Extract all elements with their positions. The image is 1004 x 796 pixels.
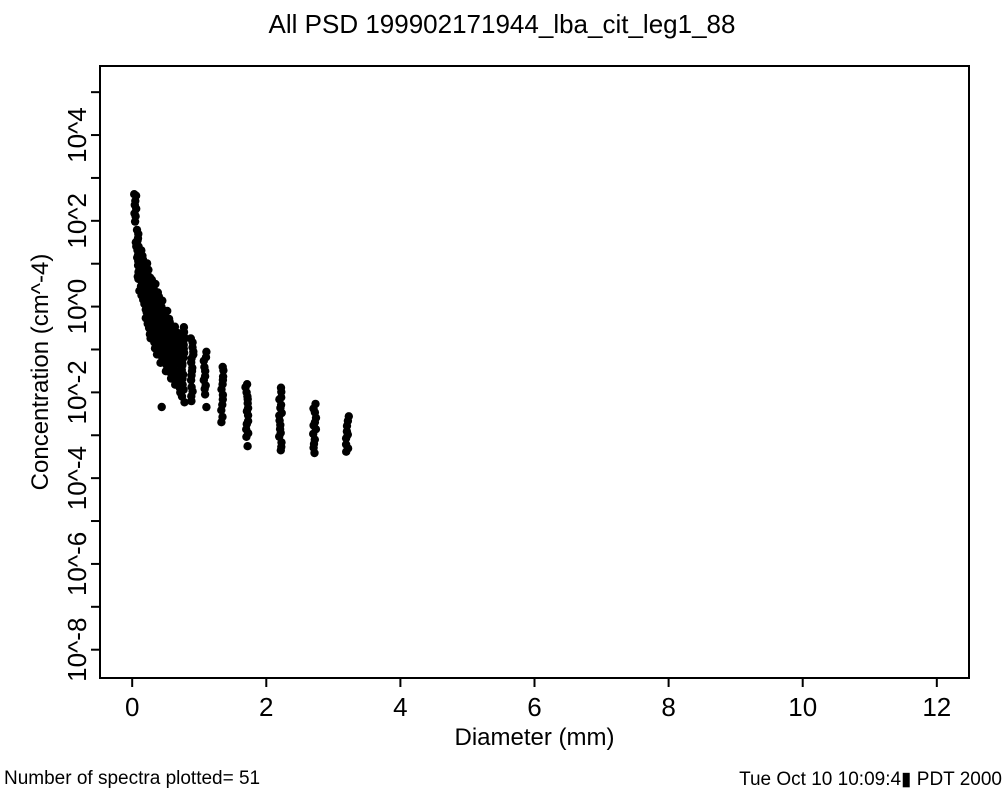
x-tick-label: 0 — [125, 692, 139, 722]
data-point — [180, 398, 189, 407]
x-tick-label: 8 — [661, 692, 675, 722]
y-tick-label: 10^-2 — [62, 360, 92, 424]
data-point — [178, 374, 187, 383]
data-point — [341, 434, 351, 443]
x-tick-label: 12 — [922, 692, 951, 722]
x-tick-label: 10 — [788, 692, 817, 722]
y-axis-title-text: Concentration (cm^-4) — [27, 253, 54, 491]
data-point — [200, 390, 210, 399]
data-point — [157, 402, 166, 412]
x-tick-label: 2 — [259, 692, 273, 722]
x-tick-label: 4 — [393, 692, 407, 722]
data-point — [130, 217, 140, 226]
timestamp-annotation: Tue Oct 10 10:09:4▮ PDT 2000 — [739, 769, 1002, 790]
x-axis-title: Diameter (mm) — [454, 724, 615, 751]
data-point — [242, 432, 251, 441]
spectra-count-annotation: Number of spectra plotted= 51 — [4, 768, 261, 789]
data-point — [199, 356, 208, 366]
data-point — [243, 442, 252, 451]
data-point — [217, 418, 226, 427]
data-point — [243, 411, 253, 420]
y-tick-label: 10^2 — [62, 193, 92, 249]
data-point — [160, 334, 169, 344]
y-tick-label: 10^4 — [62, 107, 92, 163]
data-point — [342, 447, 351, 456]
plot-frame — [99, 65, 970, 679]
data-point — [219, 366, 228, 375]
data-point — [158, 296, 167, 305]
x-tick-label: 6 — [527, 692, 541, 722]
y-tick-label: 10^-6 — [62, 532, 92, 596]
data-point — [202, 402, 211, 412]
data-point — [310, 448, 319, 458]
data-point — [187, 396, 196, 406]
chart-title: All PSD 199902171944_lba_cit_leg1_88 — [268, 9, 736, 39]
data-point — [276, 446, 285, 455]
data-point — [217, 406, 226, 415]
data-point — [179, 385, 188, 394]
y-tick-label: 10^-4 — [62, 446, 92, 510]
y-tick-label: 10^-8 — [62, 618, 92, 682]
y-tick-label: 10^0 — [62, 279, 92, 335]
data-point — [186, 375, 196, 385]
